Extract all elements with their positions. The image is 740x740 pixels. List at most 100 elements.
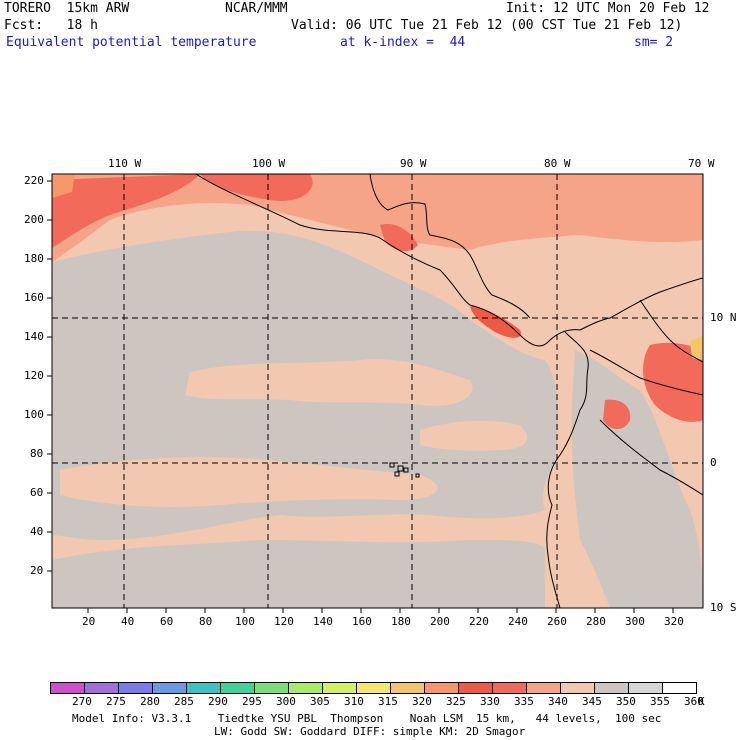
plot-frame bbox=[51, 173, 704, 609]
colorbar-swatch bbox=[526, 682, 561, 694]
y-tick-label: 100 bbox=[24, 408, 44, 421]
colorbar-swatch bbox=[560, 682, 595, 694]
y-tick-label: 140 bbox=[24, 330, 44, 343]
coastline-south-america bbox=[546, 331, 589, 608]
colorbar-swatch bbox=[50, 682, 85, 694]
colorbar-swatch bbox=[390, 682, 425, 694]
colorbar-label: 320 bbox=[412, 695, 432, 708]
x-tick-label: 120 bbox=[274, 615, 294, 628]
model-info-line: Model Info: V3.3.1 Tiedtke YSU PBL Thomp… bbox=[72, 712, 662, 725]
x-tick-label: 320 bbox=[664, 615, 684, 628]
colorbar-unit: K bbox=[698, 695, 705, 708]
colorbar-label: 295 bbox=[242, 695, 262, 708]
colorbar-label: 275 bbox=[106, 695, 126, 708]
colorbar-swatch bbox=[288, 682, 323, 694]
lat-label-10s: 10 S bbox=[710, 601, 737, 614]
galapagos-islands bbox=[389, 462, 420, 478]
lon-label-90w: 90 W bbox=[400, 157, 427, 170]
x-tick-label: 100 bbox=[235, 615, 255, 628]
colorbar-label: 305 bbox=[310, 695, 330, 708]
colorbar-swatch bbox=[492, 682, 527, 694]
x-tick-label: 200 bbox=[430, 615, 450, 628]
border-colombia bbox=[639, 299, 703, 363]
y-tick-label: 60 bbox=[30, 486, 44, 499]
colorbar-label: 315 bbox=[378, 695, 398, 708]
colorbar-label: 310 bbox=[344, 695, 364, 708]
colorbar-label: 350 bbox=[616, 695, 636, 708]
colorbar-label: 360 bbox=[684, 695, 704, 708]
colorbar-label: 285 bbox=[174, 695, 194, 708]
axis-ticks bbox=[47, 180, 674, 613]
coastline-caribbean bbox=[369, 174, 531, 319]
colorbar-swatch bbox=[662, 682, 697, 694]
border-south-america bbox=[589, 349, 703, 396]
x-tick-label: 160 bbox=[352, 615, 372, 628]
x-tick-label: 220 bbox=[469, 615, 489, 628]
lon-label-80w: 80 W bbox=[544, 157, 571, 170]
coastline-central-america bbox=[195, 174, 703, 347]
y-tick-label: 80 bbox=[30, 447, 44, 460]
colorbar-swatch bbox=[594, 682, 629, 694]
peach-patch-2 bbox=[60, 457, 438, 507]
gray-region-south bbox=[52, 540, 545, 608]
y-tick-label: 200 bbox=[24, 213, 44, 226]
colorbar-label: 290 bbox=[208, 695, 228, 708]
lat-label-0: 0 bbox=[710, 456, 717, 469]
colorbar-label: 335 bbox=[514, 695, 534, 708]
red-patch-mexico bbox=[200, 174, 313, 201]
lon-label-70w: 70 W bbox=[688, 157, 715, 170]
x-tick-label: 280 bbox=[586, 615, 606, 628]
colorbar-swatch bbox=[186, 682, 221, 694]
y-tick-label: 20 bbox=[30, 564, 44, 577]
lat-lon-gridlines bbox=[52, 174, 703, 608]
red-patch-ecuador bbox=[603, 399, 631, 429]
init-time: Init: 12 UTC Mon 20 Feb 12 bbox=[506, 1, 710, 16]
colorbar-label: 355 bbox=[650, 695, 670, 708]
forecast-hour: Fcst: 18 h bbox=[4, 18, 98, 33]
x-tick-label: 140 bbox=[313, 615, 333, 628]
peach-patch-1 bbox=[185, 359, 473, 406]
colorbar-swatch bbox=[254, 682, 289, 694]
y-tick-label: 160 bbox=[24, 291, 44, 304]
x-tick-label: 260 bbox=[547, 615, 567, 628]
salmon-band-north bbox=[52, 174, 703, 262]
red-band-northwest bbox=[52, 174, 200, 248]
theta-e-field bbox=[52, 174, 703, 608]
colorbar-swatch bbox=[322, 682, 357, 694]
valid-time: Valid: 06 UTC Tue 21 Feb 12 (00 CST Tue … bbox=[291, 18, 683, 33]
y-tick-label: 40 bbox=[30, 525, 44, 538]
x-tick-label: 240 bbox=[508, 615, 528, 628]
colorbar-swatch bbox=[84, 682, 119, 694]
colorbar-swatch bbox=[220, 682, 255, 694]
level-info: at k-index = 44 bbox=[340, 35, 466, 50]
red-patch-costarica bbox=[470, 305, 521, 338]
colorbar-swatch bbox=[424, 682, 459, 694]
colorbar-label: 345 bbox=[582, 695, 602, 708]
colorbar-swatch bbox=[356, 682, 391, 694]
red-patch-colombia bbox=[643, 342, 703, 422]
colorbar-label: 300 bbox=[276, 695, 296, 708]
physics-info-line: LW: Godd SW: Goddard DIFF: simple KM: 2D… bbox=[214, 725, 526, 738]
y-tick-label: 120 bbox=[24, 369, 44, 382]
x-tick-label: 180 bbox=[391, 615, 411, 628]
center-name: NCAR/MMM bbox=[225, 1, 288, 16]
lon-label-100w: 100 W bbox=[252, 157, 286, 170]
colorbar-label: 280 bbox=[140, 695, 160, 708]
x-tick-label: 60 bbox=[160, 615, 174, 628]
orange-patch-southwest bbox=[52, 174, 75, 198]
y-tick-label: 180 bbox=[24, 252, 44, 265]
colorbar-label: 325 bbox=[446, 695, 466, 708]
lat-label-10n: 10 N bbox=[710, 311, 737, 324]
peach-patch-3 bbox=[420, 420, 528, 451]
border-peru bbox=[599, 419, 703, 496]
colorbar-label: 330 bbox=[480, 695, 500, 708]
smoothing-info: sm= 2 bbox=[634, 35, 674, 50]
yellow-patch-colombia bbox=[690, 335, 703, 360]
colorbar-swatch bbox=[152, 682, 187, 694]
x-tick-label: 40 bbox=[121, 615, 135, 628]
x-tick-label: 80 bbox=[199, 615, 213, 628]
model-name: TORERO 15km ARW bbox=[4, 1, 130, 16]
colorbar-label: 340 bbox=[548, 695, 568, 708]
x-tick-label: 20 bbox=[82, 615, 96, 628]
colorbar-swatch bbox=[628, 682, 663, 694]
